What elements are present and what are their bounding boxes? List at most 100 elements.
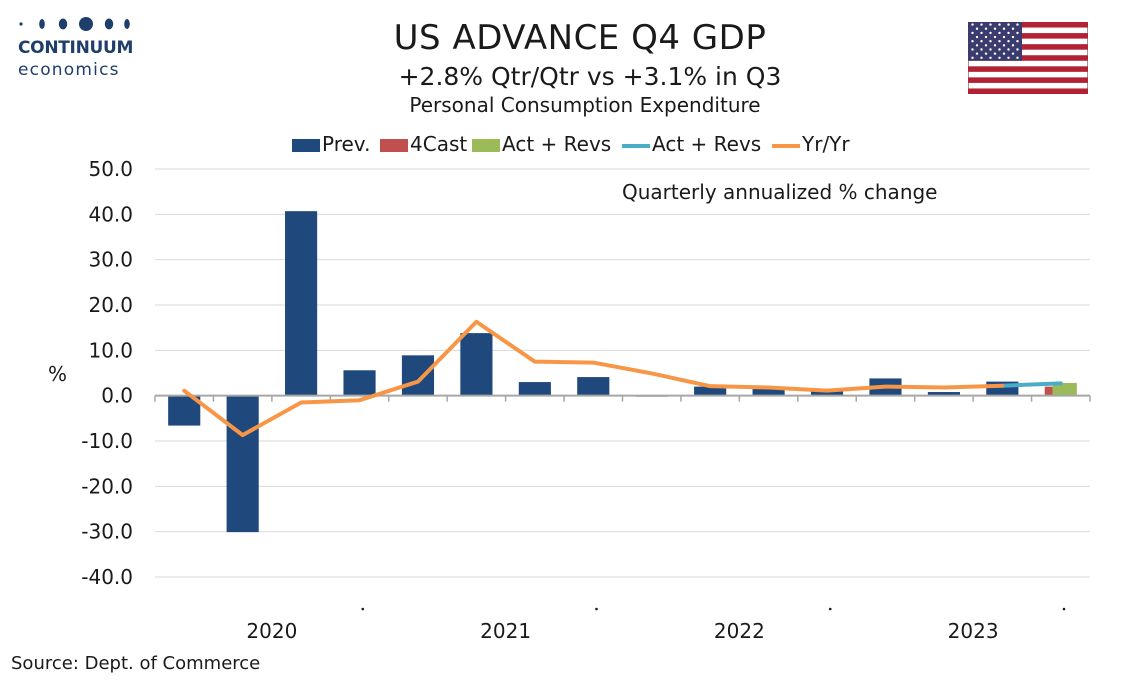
y-tick-label: 50.0 bbox=[88, 157, 133, 181]
legend-swatch-actual-line bbox=[622, 143, 650, 148]
flag-star bbox=[975, 52, 979, 55]
y-tick-label: 0.0 bbox=[101, 384, 133, 408]
y-tick-label: -20.0 bbox=[81, 474, 133, 498]
brand-subname: economics bbox=[18, 60, 120, 80]
flag-star bbox=[980, 56, 983, 59]
flag-star bbox=[980, 48, 983, 51]
flag-star bbox=[998, 56, 1001, 59]
chart-subsubtitle: Personal Consumption Expenditure bbox=[409, 93, 761, 117]
flag-star bbox=[975, 44, 979, 47]
bar-prev bbox=[343, 370, 376, 396]
flag-star bbox=[980, 23, 983, 26]
y-tick-label: 10.0 bbox=[88, 338, 133, 362]
brand-logo: CONTINUUM economics bbox=[14, 14, 134, 80]
legend-swatch-actual-bar bbox=[472, 139, 500, 152]
flag-star bbox=[1007, 23, 1010, 26]
chart-title: US ADVANCE Q4 GDP bbox=[393, 18, 767, 58]
logo-dots-icon bbox=[19, 17, 130, 31]
flag-star bbox=[1011, 27, 1015, 30]
year-separator bbox=[1062, 607, 1066, 611]
bar-actual bbox=[1052, 382, 1077, 396]
flag-star bbox=[971, 48, 974, 51]
flag-star bbox=[975, 35, 979, 39]
legend-label-actual-line: Act + Revs bbox=[652, 132, 762, 156]
bar-prev bbox=[810, 390, 844, 396]
y-tick-label: -40.0 bbox=[81, 565, 133, 589]
bar-forecast bbox=[1044, 386, 1053, 396]
flag-star bbox=[993, 44, 997, 47]
flag-star bbox=[1007, 56, 1010, 59]
legend-item-prev: Prev. bbox=[292, 132, 370, 156]
flag-star bbox=[1011, 44, 1015, 47]
flag-star bbox=[984, 35, 988, 39]
flag-star bbox=[980, 40, 983, 43]
flag-star bbox=[998, 23, 1001, 26]
x-year-label: 2022 bbox=[714, 619, 765, 643]
flag-star bbox=[1011, 35, 1015, 39]
flag-star bbox=[1007, 48, 1010, 51]
bar-prev bbox=[401, 355, 435, 396]
bar-prev bbox=[285, 211, 318, 396]
flag-star bbox=[989, 23, 992, 26]
year-separator bbox=[595, 607, 598, 611]
y-tick-label: -30.0 bbox=[81, 520, 133, 544]
x-year-label: 2021 bbox=[480, 619, 531, 643]
flag-star bbox=[971, 31, 974, 35]
flag-star bbox=[998, 40, 1001, 43]
flag-star bbox=[984, 27, 988, 30]
legend-item-forecast: 4Cast bbox=[380, 132, 467, 156]
flag-star bbox=[989, 31, 992, 35]
flag-star bbox=[993, 27, 997, 30]
flag-star bbox=[1011, 52, 1015, 55]
bar-prev bbox=[927, 392, 960, 396]
chart-note: Quarterly annualized % change bbox=[622, 180, 938, 204]
flag-star bbox=[1016, 56, 1019, 59]
bar-prev bbox=[577, 377, 610, 396]
flag-star bbox=[1016, 48, 1019, 51]
y-axis-label: % bbox=[48, 362, 68, 386]
legend-item-yoy: Yr/Yr bbox=[772, 132, 850, 156]
flag-star bbox=[1016, 23, 1019, 26]
legend-swatch-prev bbox=[292, 139, 320, 152]
y-tick-label: -10.0 bbox=[81, 429, 133, 453]
legend-label-forecast: 4Cast bbox=[410, 132, 468, 156]
flag-star bbox=[971, 56, 974, 59]
bar-prev bbox=[460, 333, 493, 396]
bar-prev bbox=[752, 388, 785, 396]
flag-star bbox=[971, 40, 974, 43]
flag-star bbox=[975, 27, 979, 30]
flag-star bbox=[984, 44, 988, 47]
flag-star bbox=[989, 40, 992, 43]
flag-star bbox=[989, 48, 992, 51]
flag-star bbox=[1016, 40, 1019, 43]
flag-star bbox=[1002, 44, 1006, 47]
flag-star bbox=[1016, 31, 1019, 35]
line-yoy bbox=[182, 319, 1005, 438]
us-flag-icon bbox=[968, 22, 1088, 94]
y-tick-label: 30.0 bbox=[88, 248, 133, 272]
legend-label-prev: Prev. bbox=[322, 132, 371, 156]
flag-star bbox=[980, 31, 983, 35]
source-note: Source: Dept. of Commerce bbox=[11, 653, 261, 674]
year-separator bbox=[361, 607, 365, 611]
flag-star bbox=[984, 52, 988, 55]
y-tick-label: 20.0 bbox=[88, 293, 133, 317]
flag-star bbox=[998, 48, 1001, 51]
legend-item-actual-bar: Act + Revs bbox=[472, 132, 611, 156]
line-actual bbox=[1000, 381, 1063, 388]
flag-star bbox=[998, 31, 1001, 35]
x-year-label: 2020 bbox=[246, 619, 297, 643]
year-separator bbox=[828, 607, 832, 611]
flag-star bbox=[993, 52, 997, 55]
flag-star bbox=[1007, 40, 1010, 43]
chart-subtitle: +2.8% Qtr/Qtr vs +3.1% in Q3 bbox=[398, 62, 782, 91]
bar-prev bbox=[694, 386, 727, 396]
bar-prev bbox=[518, 382, 551, 396]
y-tick-label: 40.0 bbox=[88, 202, 133, 226]
flag-star bbox=[993, 35, 997, 39]
flag-star bbox=[971, 23, 974, 26]
legend-label-yoy: Yr/Yr bbox=[802, 132, 850, 156]
flag-star bbox=[1007, 31, 1010, 35]
flag-star bbox=[1002, 27, 1006, 30]
